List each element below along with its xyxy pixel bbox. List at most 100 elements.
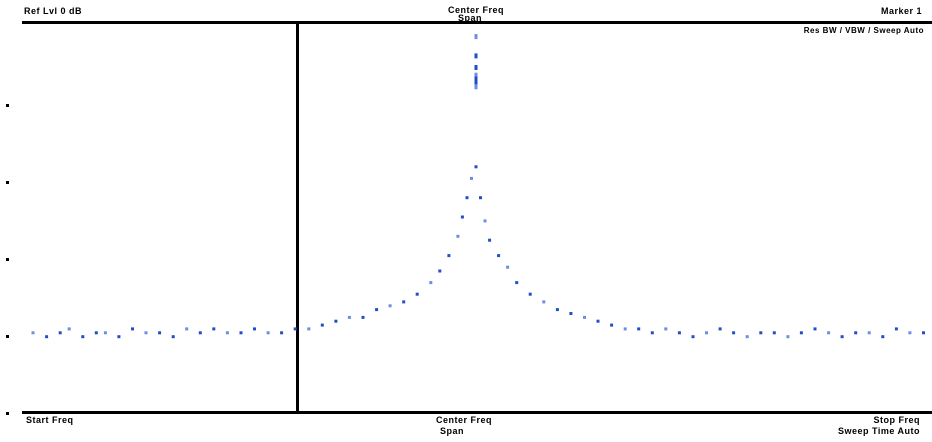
trace-point: [664, 327, 668, 331]
trace-point: [474, 34, 478, 40]
trace-point: [438, 269, 442, 273]
trace-point: [474, 76, 478, 82]
trace-point: [745, 335, 749, 339]
footer-center-label: Center Freq: [436, 415, 493, 425]
trace-point: [569, 312, 573, 315]
trace-point: [542, 300, 546, 304]
trace-point: [361, 315, 365, 319]
top-axis-line: [22, 21, 932, 24]
footer-center-sub-label: Span: [440, 426, 465, 436]
trace-point: [610, 323, 614, 327]
trace-point: [474, 72, 478, 78]
trace-point: [786, 335, 790, 339]
trace-point: [67, 327, 71, 331]
trace-point: [103, 331, 107, 335]
trace-point: [922, 331, 925, 335]
trace-point: [691, 335, 695, 339]
trace-point: [131, 327, 134, 331]
trace-point: [447, 254, 451, 258]
trace-point: [334, 319, 338, 323]
trace-point: [827, 331, 831, 335]
trace-point: [171, 335, 175, 339]
trace-point: [307, 327, 311, 331]
trace-point: [198, 331, 202, 335]
y-tick: [6, 335, 9, 338]
trace-point: [677, 331, 681, 335]
trace-point: [718, 327, 722, 331]
trace-point: [705, 331, 708, 335]
trace-point: [456, 234, 460, 238]
trace-point: [347, 315, 351, 319]
trace-point: [402, 300, 406, 304]
trace-point: [840, 335, 844, 339]
trace-point: [158, 331, 162, 335]
trace-point: [650, 331, 654, 335]
trace-point: [583, 315, 586, 319]
trace-point: [483, 219, 487, 223]
footer-right-sub-label: Sweep Time Auto: [837, 426, 920, 436]
header-left-label: Ref Lvl 0 dB: [24, 6, 83, 16]
header-center-sub-label: Span: [458, 13, 483, 23]
trace-point: [474, 65, 478, 70]
trace-point: [117, 335, 121, 339]
trace-point: [212, 327, 216, 331]
trace-point: [375, 308, 379, 312]
y-tick: [6, 181, 9, 184]
trace-point: [799, 331, 803, 335]
trace-point: [94, 331, 98, 335]
trace-point: [908, 331, 912, 335]
trace-point: [465, 196, 469, 200]
trace-point: [515, 281, 519, 285]
trace-point: [225, 331, 229, 335]
trace-point: [415, 292, 419, 296]
trace-point: [266, 331, 270, 335]
trace-point: [867, 331, 871, 335]
trace-point: [470, 176, 473, 180]
y-tick: [6, 258, 9, 261]
trace-point: [81, 335, 85, 339]
trace-point: [320, 323, 324, 327]
trace-point: [58, 331, 62, 335]
y-tick: [6, 412, 9, 415]
trace-point: [388, 304, 392, 308]
trace-point: [474, 165, 478, 169]
trace-point: [474, 80, 478, 86]
trace-point: [555, 308, 559, 312]
bottom-axis-line: [22, 411, 932, 414]
trace-point: [31, 331, 35, 335]
header-right-label: Marker 1: [880, 6, 922, 16]
header-right-sub-label: Res BW / VBW / Sweep Auto: [803, 26, 924, 35]
trace-point: [474, 84, 478, 90]
trace-point: [479, 196, 482, 200]
trace-point: [45, 335, 49, 339]
trace-point: [894, 327, 898, 331]
trace-point: [488, 238, 492, 242]
trace-point: [759, 331, 763, 335]
trace-point: [637, 327, 641, 331]
marker-line: [296, 23, 299, 414]
trace-point: [497, 254, 501, 258]
y-tick: [6, 104, 9, 107]
header-center-label: Center Freq: [448, 5, 505, 15]
trace-point: [854, 331, 858, 335]
trace-point: [185, 327, 189, 331]
trace-point: [474, 53, 478, 59]
trace-point: [732, 331, 736, 335]
trace-point: [144, 331, 148, 335]
trace-point: [772, 331, 776, 335]
trace-point: [293, 327, 297, 331]
trace-point: [253, 327, 256, 331]
trace-point: [239, 331, 243, 335]
trace-point: [506, 265, 510, 269]
trace-point: [429, 281, 433, 285]
trace-point: [623, 327, 627, 331]
footer-left-label: Start Freq: [26, 415, 74, 425]
trace-point: [881, 335, 885, 339]
trace-point: [280, 331, 284, 335]
trace-point: [528, 292, 532, 296]
footer-right-label: Stop Freq: [873, 415, 920, 425]
trace-point: [460, 215, 464, 219]
trace-point: [813, 327, 817, 331]
trace-point: [596, 319, 600, 323]
